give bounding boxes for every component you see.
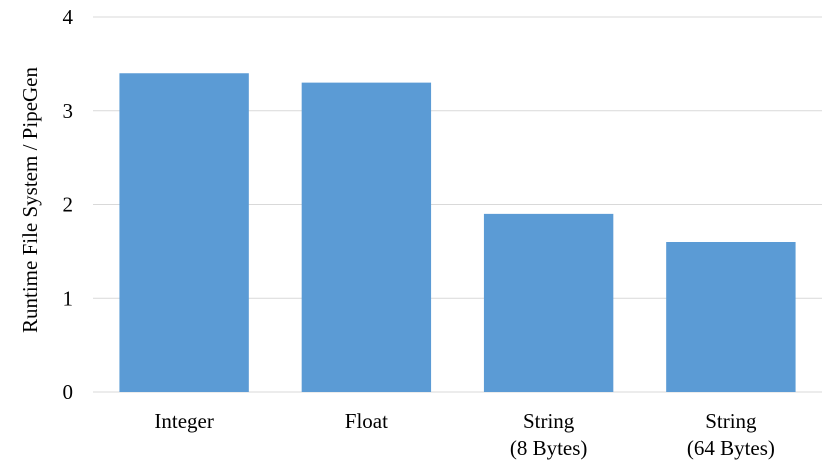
x-axis-labels: Integer Float String (8 Bytes) String (64 Byt… — [154, 409, 775, 460]
x-category-label-line: Float — [345, 409, 388, 433]
x-category-label-line: String — [705, 409, 757, 433]
bar — [301, 82, 432, 392]
bars — [119, 73, 796, 392]
y-tick-label: 4 — [63, 5, 74, 29]
x-category-label: Float — [345, 409, 388, 433]
y-tick-label: 2 — [63, 193, 74, 217]
x-category-label-line: String — [523, 409, 575, 433]
y-axis-title: Runtime File System / PipeGen — [18, 67, 42, 333]
x-category-label: String (8 Bytes) — [510, 409, 588, 460]
y-axis-ticks: 0 1 2 3 4 — [63, 5, 74, 404]
x-category-label: String (64 Bytes) — [687, 409, 775, 460]
y-tick-label: 3 — [63, 99, 74, 123]
bar — [483, 213, 614, 392]
y-axis-title-group: Runtime File System / PipeGen — [18, 67, 42, 333]
y-tick-label: 1 — [63, 286, 74, 310]
bar — [666, 242, 796, 392]
x-category-label-line: (8 Bytes) — [510, 436, 588, 460]
bar — [119, 73, 249, 392]
x-category-label-line: Integer — [154, 409, 213, 433]
x-category-label: Integer — [154, 409, 213, 433]
y-tick-label: 0 — [63, 380, 74, 404]
x-category-label-line: (64 Bytes) — [687, 436, 775, 460]
